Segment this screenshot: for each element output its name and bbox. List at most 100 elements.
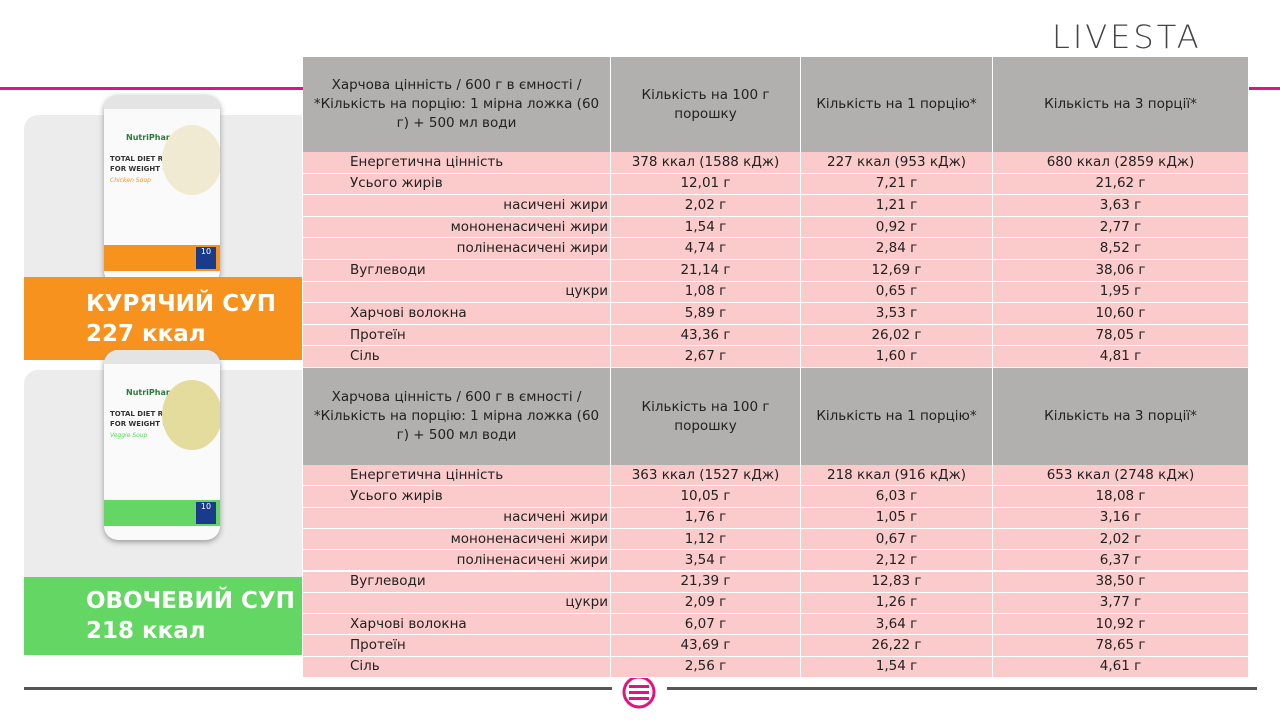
table-cell: 218 ккал (916 кДж) xyxy=(801,465,993,487)
jar-lid xyxy=(104,350,220,364)
jar-text: FOR WEIGHT CONTROL xyxy=(110,420,201,428)
product-band: КУРЯЧИЙ СУП 227 ккал xyxy=(24,277,302,360)
table-cell: 10,60 г xyxy=(993,303,1249,325)
table-cell: Сіль xyxy=(303,656,611,678)
table-cell: Вуглеводи xyxy=(303,260,611,282)
table-cell: 2,56 г xyxy=(611,656,801,678)
jar-soup xyxy=(162,380,220,450)
table-cell: насичені жири xyxy=(303,195,611,217)
table-cell: цукри xyxy=(303,281,611,304)
table-cell: 18,08 г xyxy=(993,486,1249,508)
table-cell: цукри xyxy=(303,592,611,615)
table-cell: 1,95 г xyxy=(993,281,1249,304)
table-cell: 26,22 г xyxy=(801,635,993,657)
table-cell: Харчові волокна xyxy=(303,303,611,325)
footer-line xyxy=(667,687,1257,690)
table-cell: 7,21 г xyxy=(801,173,993,196)
table-header: Кількість на 1 порцію* xyxy=(801,368,993,465)
table-cell: 2,77 г xyxy=(993,216,1249,239)
jar-stripe: 10 xyxy=(104,500,220,526)
table-cell: Протеїн xyxy=(303,324,611,347)
table-cell: 38,50 г xyxy=(993,571,1249,593)
jar-brand: NutriPharma xyxy=(126,388,184,397)
table-cell: 12,69 г xyxy=(801,260,993,282)
table-cell: 6,03 г xyxy=(801,486,993,508)
table-header: Кількість на 100 г порошку xyxy=(611,368,801,465)
table-cell: 78,05 г xyxy=(993,324,1249,347)
jar-text: FOR WEIGHT CONTROL xyxy=(110,165,201,173)
product-kcal: 227 ккал xyxy=(86,320,206,347)
table-cell: Вуглеводи xyxy=(303,571,611,593)
table-cell: 12,83 г xyxy=(801,571,993,593)
jar-count: 10 xyxy=(196,247,216,269)
table-cell: Енергетична цінність xyxy=(303,465,611,487)
table-cell: 378 ккал (1588 кДж) xyxy=(611,152,801,174)
table-cell: 2,84 г xyxy=(801,238,993,260)
table-cell: 680 ккал (2859 кДж) xyxy=(993,152,1249,174)
jar-count: 10 xyxy=(196,502,216,524)
jar-stripe: 10 xyxy=(104,245,220,271)
table-cell: 1,08 г xyxy=(611,281,801,304)
table-cell: Сіль xyxy=(303,346,611,368)
table-cell: 4,81 г xyxy=(993,346,1249,368)
jar-flavor: Veggie Soup xyxy=(110,432,148,439)
table-cell: Протеїн xyxy=(303,635,611,657)
table-cell: 26,02 г xyxy=(801,324,993,347)
table-cell: 8,52 г xyxy=(993,238,1249,260)
accent-line xyxy=(1249,87,1280,90)
table-cell: 1,12 г xyxy=(611,528,801,551)
table-cell: 653 ккал (2748 кДж) xyxy=(993,465,1249,487)
table-cell: 0,65 г xyxy=(801,281,993,304)
table-cell: 2,12 г xyxy=(801,550,993,572)
footer-emblem xyxy=(622,675,656,709)
jar-brand: NutriPharma xyxy=(126,133,184,142)
table-header: Харчова цінність / 600 г в ємності / *Кі… xyxy=(303,57,611,152)
table-cell: 43,36 г xyxy=(611,324,801,347)
table-cell: 2,09 г xyxy=(611,592,801,615)
table-cell: 227 ккал (953 кДж) xyxy=(801,152,993,174)
table-header: Кількість на 3 порції* xyxy=(993,368,1249,465)
table-cell: 1,26 г xyxy=(801,592,993,615)
table-cell: 0,67 г xyxy=(801,528,993,551)
table-cell: 2,67 г xyxy=(611,346,801,368)
table-cell: 2,02 г xyxy=(993,528,1249,551)
table-cell: Енергетична цінність xyxy=(303,152,611,174)
table-cell: 3,64 г xyxy=(801,614,993,636)
table-cell: мононенасичені жири xyxy=(303,528,611,551)
table-cell: Харчові волокна xyxy=(303,614,611,636)
table-cell: 21,62 г xyxy=(993,173,1249,196)
table-cell: 363 ккал (1527 кДж) xyxy=(611,465,801,487)
table-cell: 1,54 г xyxy=(611,216,801,239)
table-cell: 3,77 г xyxy=(993,592,1249,615)
table-cell: Усього жирів xyxy=(303,173,611,196)
table-cell: 6,37 г xyxy=(993,550,1249,572)
product-name: ОВОЧЕВИЙ СУП xyxy=(86,588,295,614)
table-cell: 21,14 г xyxy=(611,260,801,282)
brand-logo: LIVESTA xyxy=(1052,18,1202,56)
jar-lid xyxy=(104,95,220,109)
table-cell: 5,89 г xyxy=(611,303,801,325)
table-cell: 3,53 г xyxy=(801,303,993,325)
table-cell: 1,76 г xyxy=(611,507,801,529)
accent-line xyxy=(0,87,303,90)
table-cell: 10,92 г xyxy=(993,614,1249,636)
table-cell: 1,60 г xyxy=(801,346,993,368)
table-cell: насичені жири xyxy=(303,507,611,529)
table-cell: 3,63 г xyxy=(993,195,1249,217)
table-header: Харчова цінність / 600 г в ємності / *Кі… xyxy=(303,368,611,465)
table-cell: поліненасичені жири xyxy=(303,550,611,572)
table-cell: 10,05 г xyxy=(611,486,801,508)
table-header: Кількість на 100 г порошку xyxy=(611,57,801,152)
table-cell: 2,02 г xyxy=(611,195,801,217)
table-header: Кількість на 1 порцію* xyxy=(801,57,993,152)
table-cell: 21,39 г xyxy=(611,571,801,593)
footer-line xyxy=(24,687,612,690)
table-cell: 3,54 г xyxy=(611,550,801,572)
table-cell: 12,01 г xyxy=(611,173,801,196)
table-cell: 78,65 г xyxy=(993,635,1249,657)
table-header: Кількість на 3 порції* xyxy=(993,57,1249,152)
table-cell: 1,05 г xyxy=(801,507,993,529)
